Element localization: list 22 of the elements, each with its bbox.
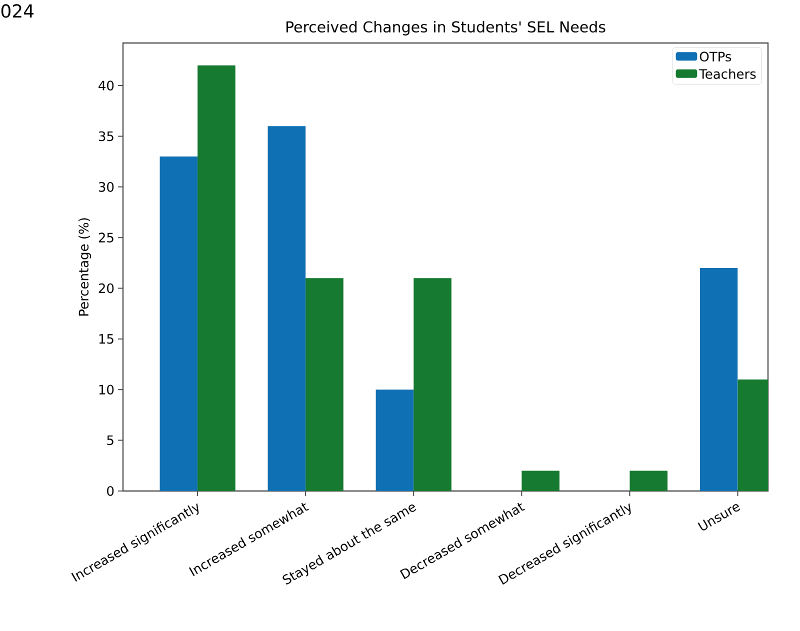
chart-title: Perceived Changes in Students' SEL Needs: [286, 20, 606, 36]
bar: [306, 278, 344, 491]
y-axis-title: Percentage (%): [78, 218, 92, 316]
legend-label: Teachers: [699, 68, 756, 79]
bar: [522, 470, 560, 491]
bar: [268, 126, 306, 491]
y-tick-label: 20: [98, 283, 114, 294]
bar: [376, 390, 414, 491]
bar: [198, 65, 236, 491]
bar: [630, 470, 668, 491]
y-tick-label: 10: [99, 384, 114, 395]
legend-label: OTPs: [700, 52, 732, 62]
y-tick-label: 0: [107, 486, 114, 496]
y-tick-label: 5: [107, 435, 114, 446]
bar: [414, 278, 452, 491]
y-tick-label: 30: [98, 182, 114, 192]
bar: [160, 156, 198, 491]
y-tick-label: 40: [98, 80, 114, 90]
y-tick-label: 15: [99, 334, 114, 344]
text: 024: [1, 4, 34, 18]
y-tick-label: 25: [98, 232, 114, 243]
y-tick-label: 35: [98, 131, 114, 142]
